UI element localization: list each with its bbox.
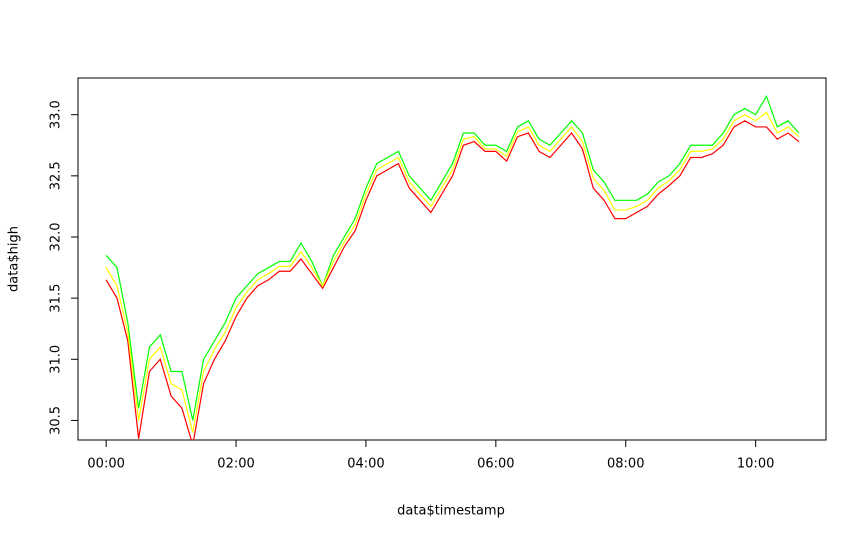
y-tick-label: 33.0 bbox=[49, 100, 64, 129]
x-tick-label: 10:00 bbox=[737, 457, 774, 472]
x-tick-label: 08:00 bbox=[607, 457, 644, 472]
x-tick-label: 00:00 bbox=[87, 457, 124, 472]
x-axis-label: data$timestamp bbox=[397, 504, 505, 519]
plot-area bbox=[105, 94, 800, 440]
y-axis-label: data$high bbox=[7, 226, 22, 292]
y-tick-label: 31.0 bbox=[49, 345, 64, 374]
x-tick-label: 06:00 bbox=[477, 457, 514, 472]
line-high bbox=[105, 94, 800, 421]
line-close bbox=[105, 111, 800, 433]
line-low bbox=[105, 120, 800, 440]
y-tick-label: 32.0 bbox=[49, 223, 64, 252]
plot-box bbox=[77, 77, 827, 441]
x-tick-label: 04:00 bbox=[347, 457, 384, 472]
y-tick-label: 31.5 bbox=[49, 284, 64, 313]
y-tick-label: 30.5 bbox=[49, 406, 64, 435]
y-tick-label: 32.5 bbox=[49, 161, 64, 190]
x-tick-label: 02:00 bbox=[217, 457, 254, 472]
